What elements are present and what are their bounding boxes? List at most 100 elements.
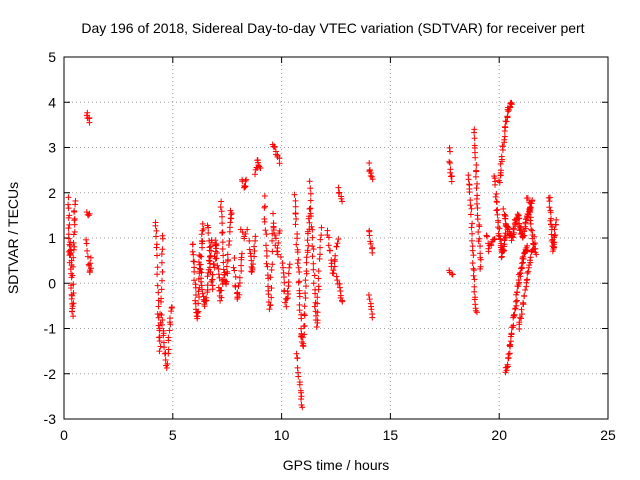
data-point xyxy=(224,251,231,258)
data-point xyxy=(189,241,196,248)
data-point xyxy=(518,315,525,322)
data-point xyxy=(325,234,332,241)
data-point xyxy=(295,373,302,380)
data-point xyxy=(269,230,276,237)
data-point xyxy=(303,254,310,261)
y-tick-label: 0 xyxy=(48,275,56,291)
x-tick-label: 15 xyxy=(383,427,399,443)
data-point xyxy=(84,109,91,116)
data-point xyxy=(294,235,301,242)
data-point xyxy=(197,253,204,260)
data-point xyxy=(70,300,77,307)
data-point xyxy=(309,234,316,241)
data-point xyxy=(216,274,223,281)
data-point xyxy=(472,307,479,314)
data-series-sdtvar xyxy=(65,99,560,411)
data-point xyxy=(529,197,536,204)
data-point xyxy=(477,243,484,250)
data-point xyxy=(522,286,529,293)
data-point xyxy=(475,228,482,235)
data-point xyxy=(446,159,453,166)
y-tick-label: 2 xyxy=(48,185,56,201)
data-point xyxy=(299,404,306,411)
data-point xyxy=(166,327,173,334)
data-point xyxy=(198,231,205,238)
data-point xyxy=(271,231,278,238)
data-point xyxy=(67,239,74,246)
data-point xyxy=(314,317,321,324)
data-point xyxy=(236,274,243,281)
data-point xyxy=(241,235,248,242)
data-point xyxy=(546,204,553,211)
data-point xyxy=(295,256,302,263)
data-point xyxy=(301,311,308,318)
data-point xyxy=(71,228,78,235)
data-point xyxy=(70,313,77,320)
data-point xyxy=(493,190,500,197)
data-point xyxy=(223,278,230,285)
data-point xyxy=(302,290,309,297)
data-point xyxy=(335,236,342,243)
data-point xyxy=(501,243,508,250)
data-point xyxy=(214,250,221,257)
data-point xyxy=(286,261,293,268)
data-point xyxy=(236,279,243,286)
data-point xyxy=(83,236,90,243)
data-point xyxy=(547,207,554,214)
data-point xyxy=(474,216,481,223)
data-point xyxy=(469,247,476,254)
data-point xyxy=(494,211,501,218)
data-point xyxy=(261,193,268,200)
data-point xyxy=(315,275,322,282)
data-point xyxy=(510,322,517,329)
data-point xyxy=(263,253,270,260)
data-point xyxy=(492,193,499,200)
data-point xyxy=(296,293,303,300)
data-point xyxy=(268,266,275,273)
data-point xyxy=(235,283,242,290)
data-point xyxy=(166,315,173,322)
data-point xyxy=(531,233,538,240)
data-point xyxy=(551,239,558,246)
data-point xyxy=(248,257,255,264)
data-point xyxy=(302,283,309,290)
data-point xyxy=(196,252,203,259)
plot-frame xyxy=(63,56,609,420)
data-point xyxy=(467,211,474,218)
data-point xyxy=(70,239,77,246)
data-point xyxy=(228,210,235,217)
data-point xyxy=(160,332,167,339)
data-point xyxy=(468,224,475,231)
data-point xyxy=(548,231,555,238)
data-point xyxy=(162,356,169,363)
y-tick-label: 4 xyxy=(48,94,56,110)
data-point xyxy=(527,214,534,221)
data-point xyxy=(157,310,164,317)
data-point xyxy=(471,267,478,274)
data-point xyxy=(519,259,526,266)
data-point xyxy=(293,241,300,248)
data-point xyxy=(546,198,553,205)
data-point xyxy=(310,246,317,253)
data-point xyxy=(65,194,72,201)
data-point xyxy=(206,247,213,254)
data-point xyxy=(241,184,248,191)
data-point xyxy=(223,263,230,270)
data-point xyxy=(551,232,558,239)
data-point xyxy=(301,303,308,310)
data-point xyxy=(518,306,525,313)
data-point xyxy=(158,295,165,302)
data-point xyxy=(84,253,91,260)
chart-title: Day 196 of 2018, Sidereal Day-to-day VTE… xyxy=(81,20,584,36)
data-point xyxy=(498,254,505,261)
data-point xyxy=(474,180,481,187)
data-point xyxy=(524,242,531,249)
data-point xyxy=(306,178,313,185)
data-point xyxy=(526,199,533,206)
data-point xyxy=(498,153,505,160)
data-point xyxy=(225,256,232,263)
data-point xyxy=(476,223,483,230)
data-point xyxy=(156,348,163,355)
data-point xyxy=(474,309,481,316)
data-point xyxy=(519,255,526,262)
